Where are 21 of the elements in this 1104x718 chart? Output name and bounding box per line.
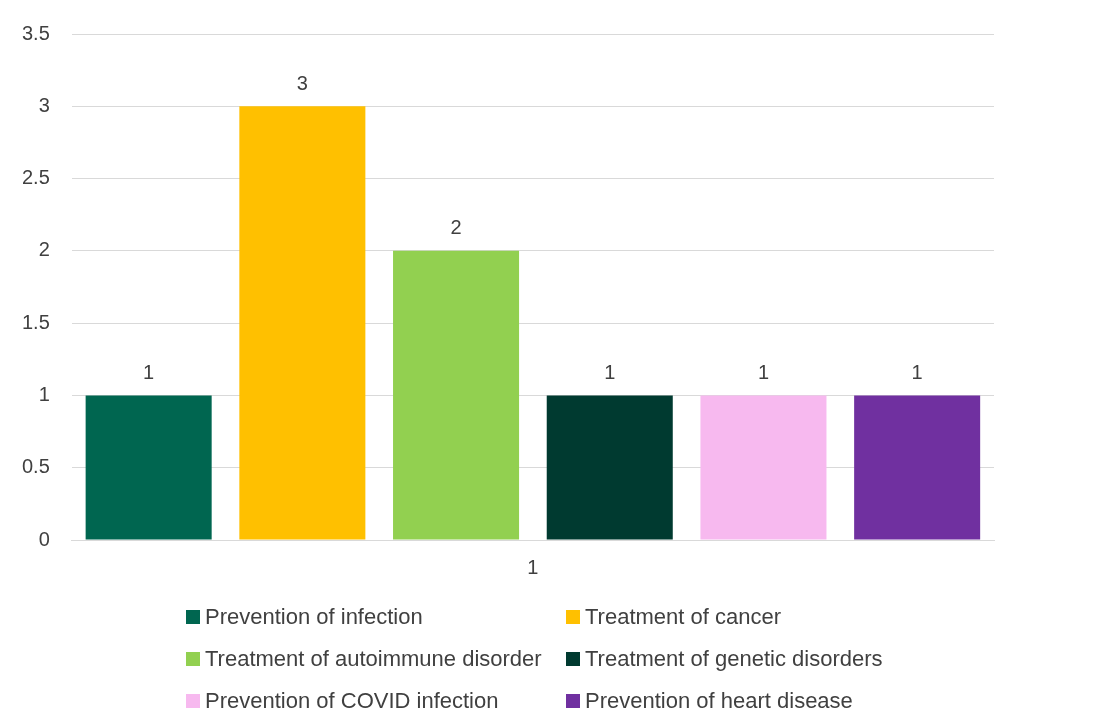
y-tick-label: 3 — [38, 93, 50, 116]
legend-label: Treatment of cancer — [585, 604, 782, 630]
data-label: 1 — [911, 360, 923, 383]
legend-label: Treatment of autoimmune disorder — [205, 646, 542, 672]
y-tick-label: 0 — [38, 527, 50, 550]
legend-label: Prevention of infection — [205, 604, 423, 630]
data-label: 2 — [450, 216, 462, 239]
y-tick-label: 1 — [38, 382, 50, 405]
text: 1 — [527, 555, 539, 578]
legend-label: Prevention of COVID infection — [205, 688, 499, 714]
y-tick-label: 0.5 — [21, 455, 50, 478]
legend-label: Prevention of heart disease — [585, 688, 853, 714]
data-label: 1 — [143, 360, 155, 383]
legend-label: Treatment of genetic disorders — [585, 646, 883, 672]
y-tick-label: 2 — [38, 238, 50, 261]
y-tick-label: 3.5 — [21, 21, 50, 44]
data-label: 3 — [296, 71, 308, 94]
data-label: 1 — [604, 360, 616, 383]
data-label: 1 — [757, 360, 770, 383]
y-tick-label: 1.5 — [21, 310, 50, 333]
y-tick-label: 2.5 — [21, 166, 50, 189]
